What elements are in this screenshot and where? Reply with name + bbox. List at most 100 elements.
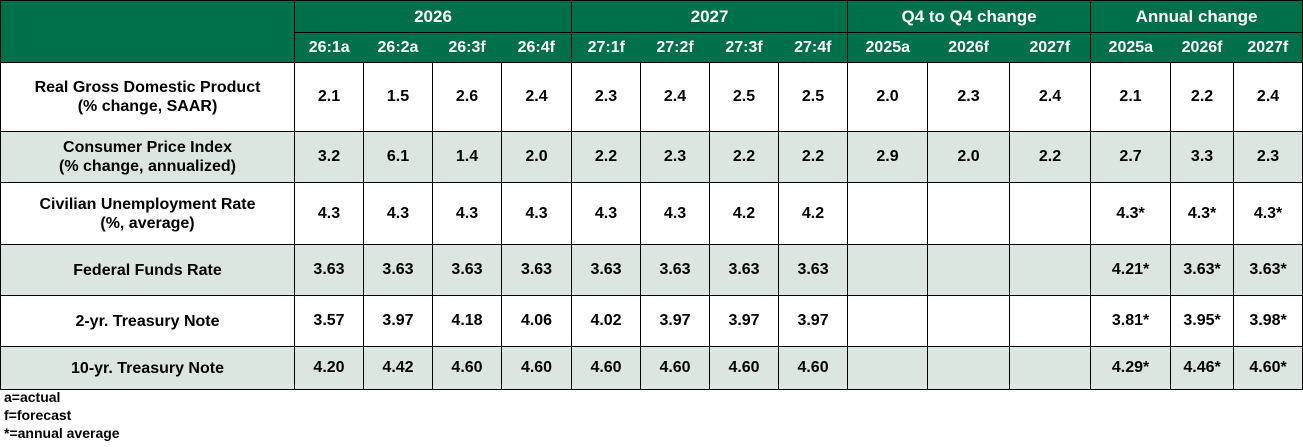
footnote-annual-average: *=annual average (4, 425, 120, 441)
col-header: 27:2f (640, 32, 710, 63)
table-cell: 2.0 (927, 131, 1011, 183)
group-q4-header: Q4 to Q4 change (847, 0, 1092, 33)
table-cell: 2.2 (778, 131, 849, 183)
table-cell: 4.18 (432, 295, 502, 347)
row-label: 2-yr. Treasury Note (0, 295, 295, 347)
table-cell: 2.5 (709, 62, 780, 132)
group-annual-header: Annual change (1090, 0, 1303, 33)
table-cell (927, 346, 1011, 390)
table-row: Civilian Unemployment Rate (%, average) 4.… (0, 182, 1303, 245)
table-cell: 3.63* (1233, 244, 1303, 296)
table-cell: 3.63 (500, 244, 573, 296)
forecast-table: 2026 2027 Q4 to Q4 change Annual change … (0, 0, 1303, 390)
table-cell: 2.3 (571, 62, 642, 132)
row-label-main: Federal Funds Rate (73, 261, 222, 279)
table-cell: 4.06 (500, 295, 573, 347)
header-corner (0, 0, 295, 63)
table-cell: 3.63 (571, 244, 642, 296)
col-header: 2026f (927, 32, 1010, 63)
table-cell: 4.60 (500, 346, 573, 390)
table-cell: 2.2 (709, 131, 780, 183)
table-cell: 4.3 (363, 182, 433, 245)
table-cell: 3.97 (640, 295, 711, 347)
row-label-main: 2-yr. Treasury Note (75, 312, 220, 330)
table-cell: 2.9 (847, 131, 929, 183)
col-header: 2025a (1090, 32, 1171, 63)
table-cell: 2.4 (500, 62, 573, 132)
table-cell: 3.57 (294, 295, 364, 347)
col-header: 26:4f (501, 32, 573, 63)
table-row: 10-yr. Treasury Note 4.20 4.42 4.60 4.60 4.60… (0, 346, 1303, 390)
table-cell: 4.3 (294, 182, 364, 245)
table-cell: 2.3 (927, 62, 1011, 132)
table-cell: 3.3 (1170, 131, 1235, 183)
table-cell (927, 244, 1011, 296)
table-cell: 2.5 (778, 62, 849, 132)
col-header: 26:1a (294, 32, 364, 63)
table-cell: 2.1 (294, 62, 364, 132)
table-cell: 4.3 (571, 182, 642, 245)
table-cell: 4.29* (1090, 346, 1172, 390)
table-row: Consumer Price Index (% change, annualize… (0, 131, 1303, 183)
table-cell: 4.60 (432, 346, 502, 390)
row-label-unit: (% change, SAAR) (77, 98, 218, 115)
footnote-actual: a=actual (4, 389, 61, 405)
table-cell: 2.2 (1170, 62, 1235, 132)
table-cell: 3.95* (1170, 295, 1235, 347)
table-cell: 3.63* (1170, 244, 1235, 296)
row-label-main: Consumer Price Index (63, 139, 232, 156)
table-row: Federal Funds Rate 3.63 3.63 3.63 3.63 3.63 3.… (0, 244, 1303, 296)
table-cell: 3.63 (363, 244, 433, 296)
table-cell: 3.98* (1233, 295, 1303, 347)
row-label-unit: (%, average) (100, 214, 195, 232)
table-cell (1009, 346, 1092, 390)
col-header: 27:1f (571, 32, 641, 63)
table-cell: 3.81* (1090, 295, 1172, 347)
table-cell (847, 346, 929, 390)
table-cell: 4.60* (1233, 346, 1303, 390)
table-body: Real Gross Domestic Product (% change, SA… (0, 62, 1303, 390)
table-cell: 4.21* (1090, 244, 1172, 296)
group-2027-header: 2027 (571, 0, 849, 33)
col-header: 26:2a (363, 32, 433, 63)
table-cell: 2.7 (1090, 131, 1172, 183)
table-cell: 1.4 (432, 131, 502, 183)
table-cell: 2.4 (640, 62, 711, 132)
table-cell: 2.2 (1009, 131, 1092, 183)
row-label: Federal Funds Rate (0, 244, 295, 296)
row-label-main: Civilian Unemployment Rate (39, 195, 256, 213)
row-label: Consumer Price Index (% change, annualize… (0, 131, 295, 183)
group-2026-header: 2026 (293, 0, 573, 33)
table-cell: 4.20 (294, 346, 364, 390)
table-cell: 3.63 (640, 244, 711, 296)
table-cell: 3.63 (709, 244, 780, 296)
table-cell: 3.2 (294, 131, 364, 183)
table-cell: 4.3* (1090, 182, 1172, 245)
table-cell (847, 295, 929, 347)
col-header: 27:3f (709, 32, 779, 63)
table-cell (1009, 295, 1092, 347)
table-row: 2-yr. Treasury Note 3.57 3.97 4.18 4.06 4.02 3… (0, 295, 1303, 347)
col-header: 2025a (847, 32, 928, 63)
table-row: Real Gross Domestic Product (% change, SA… (0, 62, 1303, 132)
table-cell: 4.60 (778, 346, 849, 390)
table-cell: 3.97 (709, 295, 780, 347)
table-cell: 2.3 (1233, 131, 1303, 183)
table-cell (847, 182, 929, 245)
table-cell: 4.60 (571, 346, 642, 390)
table-cell (1009, 244, 1092, 296)
row-label: 10-yr. Treasury Note (0, 346, 295, 390)
table-cell: 4.60 (640, 346, 711, 390)
col-header: 2027f (1233, 32, 1303, 63)
table-cell: 2.4 (1233, 62, 1303, 132)
table-cell: 4.02 (571, 295, 642, 347)
table-cell: 2.4 (1009, 62, 1092, 132)
footnotes: a=actual f=forecast *=annual average (4, 388, 120, 442)
table-cell: 2.6 (432, 62, 502, 132)
table-cell: 4.46* (1170, 346, 1235, 390)
table-cell: 4.2 (709, 182, 780, 245)
col-header: 27:4f (778, 32, 849, 63)
table-cell: 3.97 (778, 295, 849, 347)
table-cell: 4.3 (640, 182, 711, 245)
table-cell: 3.63 (294, 244, 364, 296)
